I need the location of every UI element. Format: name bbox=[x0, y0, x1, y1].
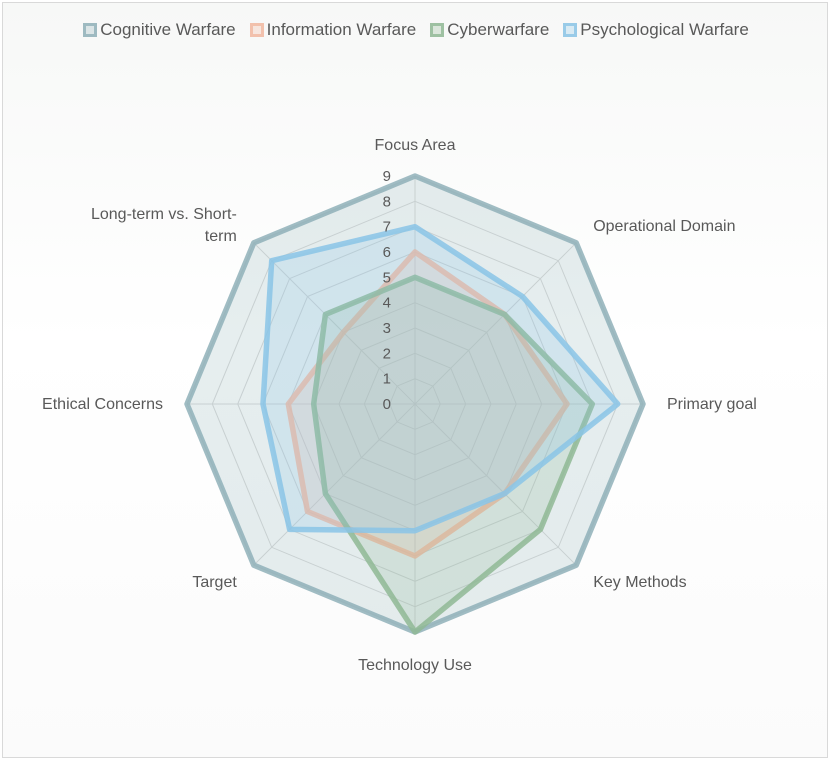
legend-label: Psychological Warfare bbox=[580, 20, 749, 39]
legend-label: Information Warfare bbox=[266, 20, 417, 39]
tick-label: 3 bbox=[383, 320, 391, 337]
axis-labels: Focus Area Operational Domain Primary goal… bbox=[42, 137, 757, 674]
tick-label: 6 bbox=[383, 244, 391, 261]
legend-item-information-warfare[interactable]: Information Warfare bbox=[249, 20, 417, 40]
axis-label: Focus Area bbox=[375, 137, 456, 154]
grid bbox=[186, 175, 644, 633]
legend-swatch bbox=[249, 23, 264, 37]
axis-label: Long-term vs. Short-term bbox=[91, 206, 237, 245]
axis-label: Key Methods bbox=[593, 574, 686, 591]
legend-swatch bbox=[83, 23, 98, 37]
legend-label: Cyberwarfare bbox=[447, 20, 550, 39]
tick-label: 7 bbox=[383, 219, 391, 236]
series-psychological-warfare[interactable] bbox=[260, 223, 621, 534]
series-cyberwarfare[interactable] bbox=[310, 274, 596, 635]
legend-label: Cognitive Warfare bbox=[100, 20, 236, 39]
grid-spoke bbox=[414, 403, 577, 566]
grid-spoke bbox=[253, 403, 416, 566]
axis-label: Ethical Concerns bbox=[42, 396, 163, 413]
legend-swatch bbox=[563, 23, 578, 37]
legend-item-cyberwarfare[interactable]: Cyberwarfare bbox=[430, 20, 549, 40]
axis-label: Operational Domain bbox=[593, 218, 735, 235]
tick-label: 0 bbox=[383, 396, 391, 413]
tick-label: 8 bbox=[383, 193, 391, 210]
axis-label: Target bbox=[192, 574, 237, 591]
tick-label: 9 bbox=[383, 168, 391, 185]
tick-label: 1 bbox=[383, 371, 391, 388]
grid-spoke bbox=[253, 242, 416, 405]
series-layer bbox=[184, 173, 646, 635]
series-information-warfare[interactable] bbox=[285, 249, 570, 559]
tick-label: 5 bbox=[383, 269, 391, 286]
grid-spoke bbox=[414, 242, 577, 405]
axis-label: Primary goal bbox=[667, 396, 757, 413]
legend: Cognitive Warfare Information Warfare Cy… bbox=[0, 20, 832, 40]
tick-label: 2 bbox=[383, 345, 391, 362]
tick-label: 4 bbox=[383, 295, 391, 312]
tick-labels: 0 1 2 3 4 5 6 7 8 9 bbox=[383, 168, 391, 413]
legend-item-cognitive-warfare[interactable]: Cognitive Warfare bbox=[83, 20, 236, 40]
legend-swatch bbox=[430, 23, 445, 37]
legend-item-psychological-warfare[interactable]: Psychological Warfare bbox=[563, 20, 749, 40]
axis-label: Technology Use bbox=[358, 657, 472, 674]
